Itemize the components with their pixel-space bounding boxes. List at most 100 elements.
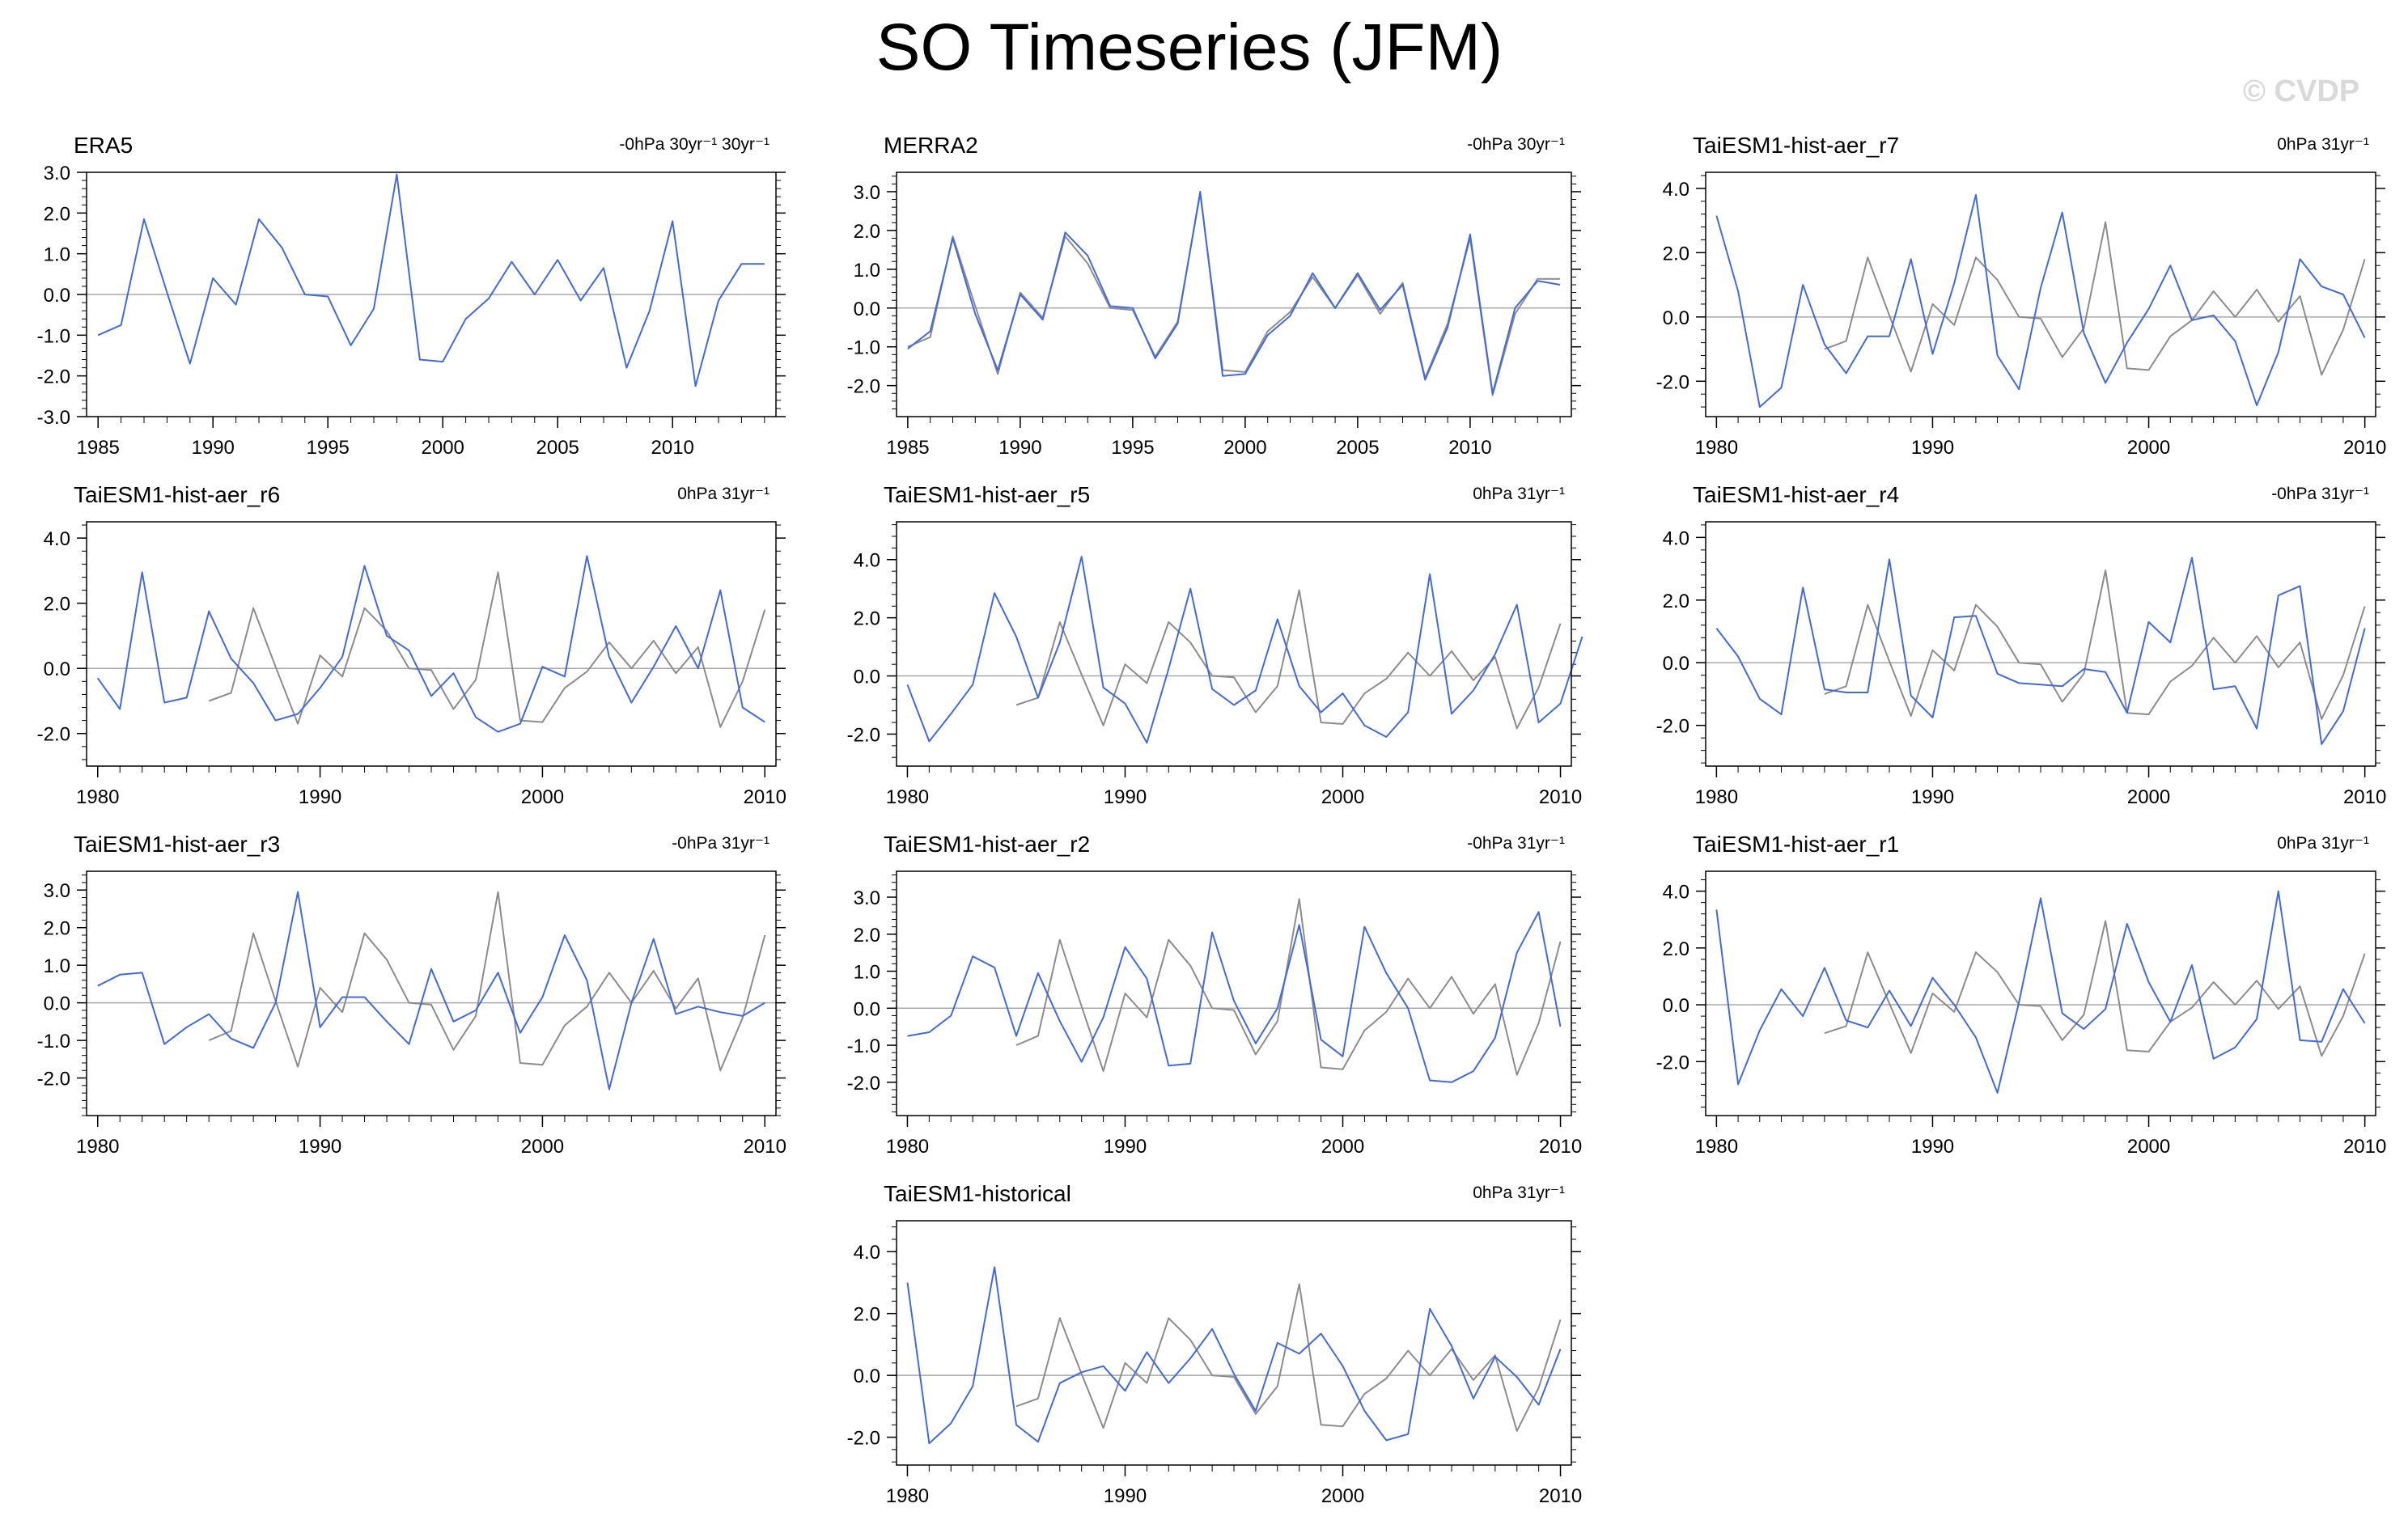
panel-TaiESM1-hist-aer_r1: TaiESM1-hist-aer_r1 0hPa 31yr⁻¹ -2.0 0.0 2.0… — [1656, 832, 2387, 1158]
x-tick-label: 2010 — [2343, 1136, 2386, 1158]
plot-frame — [86, 870, 777, 1116]
y-tick-label: 0.0 — [1663, 307, 1689, 329]
y-tick-label: 2.0 — [854, 925, 880, 946]
series-line-TaiESM1-hist-aer_r2 — [907, 911, 1562, 1083]
y-tick-label: 2.0 — [44, 918, 70, 940]
x-tick-label: 2010 — [1539, 1136, 1582, 1158]
y-tick-label: 0.0 — [854, 299, 880, 320]
panel-stats: 0hPa 31yr⁻¹ — [2277, 834, 2369, 853]
y-tick-label: 1.0 — [854, 260, 880, 282]
x-tick-label: 1980 — [1695, 786, 1738, 808]
y-tick-label: -2.0 — [847, 376, 880, 398]
panel-title: TaiESM1-hist-aer_r3 — [74, 832, 280, 857]
plot-frame — [1705, 172, 2376, 417]
x-tick-label: 2010 — [2343, 437, 2386, 459]
y-tick-label: 4.0 — [854, 1242, 880, 1264]
panel-title: TaiESM1-hist-aer_r5 — [884, 482, 1090, 507]
x-tick-label: 2010 — [2343, 786, 2386, 808]
x-tick-label: 2010 — [651, 437, 694, 459]
panel-stats: -0hPa 31yr⁻¹ — [2271, 485, 2369, 503]
x-tick-label: 1985 — [77, 437, 120, 459]
y-tick-label: -2.0 — [847, 1428, 880, 1450]
x-tick-label: 2010 — [744, 1136, 786, 1158]
x-tick-label: 2010 — [1539, 786, 1582, 808]
x-tick-label: 1990 — [192, 437, 235, 459]
x-tick-label: 1980 — [1695, 437, 1738, 459]
series-line-ERA5 — [97, 173, 765, 387]
x-tick-label: 1995 — [307, 437, 350, 459]
panel-TaiESM1-hist-aer_r5: TaiESM1-hist-aer_r5 0hPa 31yr⁻¹ -2.0 0.0 2.0… — [847, 482, 1583, 808]
x-tick-label: 1995 — [1111, 437, 1154, 459]
y-tick-label: 0.0 — [44, 659, 70, 680]
x-tick-label: 2000 — [2127, 786, 2170, 808]
y-tick-label: 2.0 — [1663, 591, 1689, 612]
x-tick-label: 2010 — [1539, 1485, 1582, 1507]
plot-frame — [1705, 870, 2376, 1116]
series-line-TaiESM1-hist-aer_r5 — [906, 556, 1583, 744]
series-line-TaiESM1-hist-aer_r3 — [97, 891, 765, 1090]
plot-frame — [86, 521, 777, 767]
x-tick-label: 1985 — [886, 437, 929, 459]
y-tick-label: 0.0 — [854, 998, 880, 1020]
y-tick-label: 2.0 — [854, 608, 880, 630]
panel-stats: 0hPa 31yr⁻¹ — [1473, 1184, 1565, 1202]
panel-stats: -0hPa 30yr⁻¹ 30yr⁻¹ — [619, 135, 769, 154]
y-tick-label: 3.0 — [44, 880, 70, 902]
y-tick-label: -2.0 — [37, 1069, 70, 1090]
y-tick-label: 4.0 — [1663, 882, 1689, 904]
y-tick-label: 0.0 — [854, 667, 880, 688]
x-tick-label: 1980 — [76, 786, 119, 808]
y-tick-label: -2.0 — [37, 366, 70, 388]
y-tick-label: 2.0 — [1663, 938, 1689, 960]
panel-TaiESM1-hist-aer_r7: TaiESM1-hist-aer_r7 0hPa 31yr⁻¹ -2.0 0.0 2.0… — [1656, 133, 2387, 459]
series-line-ERA5 — [1824, 570, 2366, 720]
y-tick-label: -2.0 — [847, 724, 880, 746]
x-tick-label: 1990 — [998, 437, 1041, 459]
panel-ERA5: ERA5 -0hPa 30yr⁻¹ 30yr⁻¹ -3.0 -2.0 -1.0 0.0 1.… — [37, 133, 786, 459]
x-tick-label: 1990 — [1104, 1485, 1147, 1507]
plot-frame — [896, 521, 1572, 767]
panel-stats: -0hPa 30yr⁻¹ — [1467, 135, 1565, 154]
page-title: SO Timeseries (JFM) — [875, 11, 1503, 84]
panel-title: TaiESM1-historical — [884, 1181, 1071, 1206]
y-tick-label: -3.0 — [37, 407, 70, 429]
series-line-TaiESM1-hist-aer_r1 — [1715, 890, 2366, 1094]
panel-stats: -0hPa 31yr⁻¹ — [1467, 834, 1565, 853]
y-tick-label: -1.0 — [37, 1031, 70, 1052]
x-tick-label: 2000 — [2127, 437, 2170, 459]
y-tick-label: 0.0 — [1663, 995, 1689, 1017]
panel-stats: 0hPa 31yr⁻¹ — [2277, 135, 2369, 154]
cvdp-watermark: © CVDP — [2243, 74, 2360, 108]
panel-title: TaiESM1-hist-aer_r1 — [1693, 832, 1899, 857]
y-tick-label: 4.0 — [1663, 527, 1689, 549]
x-tick-label: 2000 — [1321, 1136, 1364, 1158]
y-tick-label: 1.0 — [44, 955, 70, 977]
panel-title: TaiESM1-hist-aer_r4 — [1693, 482, 1899, 507]
x-tick-label: 2005 — [1336, 437, 1379, 459]
y-tick-label: -2.0 — [1656, 371, 1689, 393]
x-tick-label: 2010 — [1448, 437, 1491, 459]
series-line-TaiESM1-hist-aer_r6 — [96, 555, 765, 733]
y-tick-label: 1.0 — [44, 244, 70, 266]
series-line-ERA5 — [1824, 221, 2366, 376]
x-tick-label: 1980 — [1695, 1136, 1738, 1158]
series-line-ERA5 — [208, 571, 766, 728]
x-tick-label: 1990 — [299, 786, 341, 808]
x-tick-label: 1990 — [1911, 786, 1954, 808]
series-line-MERRA2 — [907, 191, 1561, 395]
plot-frame — [896, 870, 1572, 1116]
y-tick-label: 0.0 — [854, 1366, 880, 1387]
x-tick-label: 1980 — [886, 1485, 929, 1507]
x-tick-label: 1990 — [1104, 786, 1147, 808]
y-tick-label: 2.0 — [854, 1304, 880, 1326]
y-tick-label: -2.0 — [1656, 1052, 1689, 1074]
x-tick-label: 2000 — [521, 786, 564, 808]
plot-frame — [896, 172, 1572, 417]
series-line-ERA5 — [1015, 1283, 1562, 1432]
y-tick-label: 0.0 — [1663, 653, 1689, 675]
x-tick-label: 1990 — [1104, 1136, 1147, 1158]
series-line-ERA5 — [907, 193, 1561, 396]
x-tick-label: 1980 — [76, 1136, 119, 1158]
series-line-ERA5 — [1015, 589, 1562, 730]
y-tick-label: 1.0 — [854, 962, 880, 984]
